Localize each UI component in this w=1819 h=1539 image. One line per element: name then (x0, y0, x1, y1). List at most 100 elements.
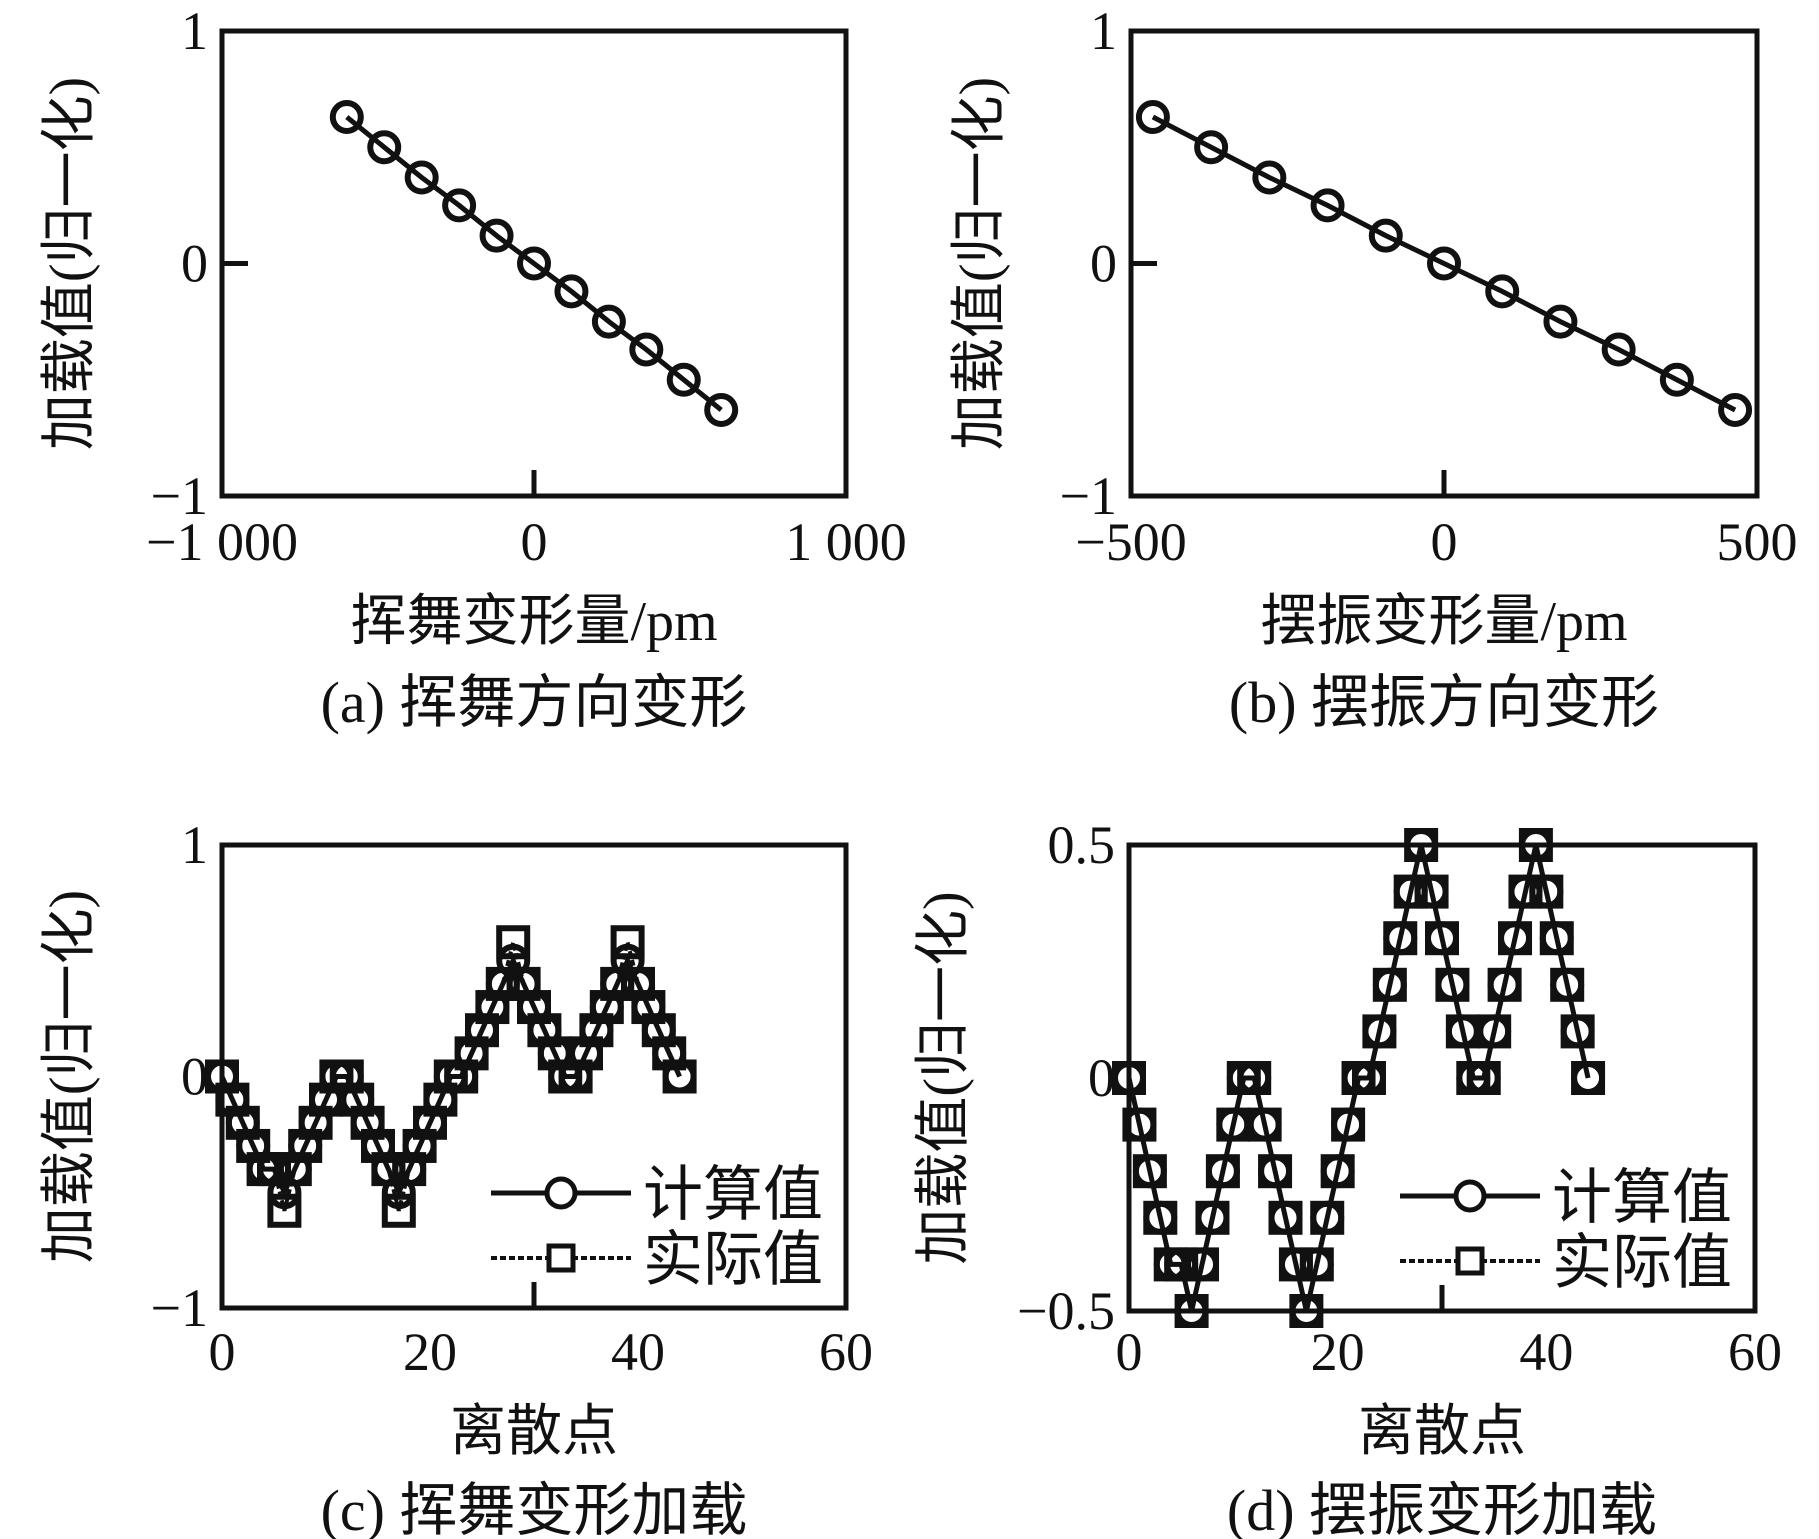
data-point-circle (1425, 921, 1459, 956)
data-point-circle (433, 1059, 468, 1094)
x-tick-label: 0 (1431, 512, 1458, 572)
data-point-circle (1368, 218, 1403, 253)
panel-caption: (c) 挥舞变形加载 (321, 1478, 748, 1539)
data-point-circle (367, 130, 402, 165)
data-point-circle (704, 392, 739, 427)
x-axis-label: 摆振变形量/pm (1260, 591, 1627, 653)
legend-label-actual: 实际值 (643, 1227, 823, 1293)
y-tick-label: 0 (181, 234, 208, 294)
data-point-circle (1153, 1247, 1188, 1282)
y-tick-label: 0 (181, 1047, 208, 1107)
data-point-circle (1132, 1154, 1167, 1189)
data-point-circle (1485, 274, 1520, 309)
y-axis-label: 加载值(归一化) (39, 890, 101, 1263)
data-point-circle (1393, 874, 1428, 909)
legend-marker-square (546, 1243, 576, 1273)
data-point-circle (1362, 1014, 1397, 1049)
y-tick-label: 0 (1090, 234, 1117, 294)
data-point-circle (554, 274, 589, 309)
legend-marker-circle (544, 1176, 578, 1210)
x-tick-label: 500 (1717, 512, 1798, 572)
data-point-circle (1216, 1107, 1251, 1142)
data-point-circle (666, 362, 701, 397)
data-point-circle (1320, 1154, 1355, 1189)
data-point-circle (1194, 130, 1229, 165)
data-point-circle (329, 100, 364, 135)
data-point-circle (1247, 1107, 1282, 1142)
data-point-circle (1456, 1061, 1491, 1095)
x-tick-label: 20 (1311, 1322, 1365, 1382)
data-point-circle (1310, 188, 1345, 223)
data-point-circle (1466, 1061, 1501, 1095)
data-point-circle (479, 218, 514, 253)
data-point-circle (1550, 967, 1585, 1002)
data-point-circle (1135, 100, 1170, 135)
data-point-circle (1427, 246, 1461, 281)
y-tick-label: −1 (151, 466, 208, 526)
x-axis-label: 离散点 (1358, 1401, 1526, 1463)
data-point-circle (1539, 921, 1574, 956)
data-point-circle (517, 246, 551, 281)
x-tick-label: −1 000 (146, 512, 298, 572)
data-point-circle (1299, 1247, 1334, 1282)
data-point-circle (1258, 1154, 1293, 1189)
data-point-circle (1226, 1061, 1261, 1095)
panel-caption: (d) 摆振变形加载 (1227, 1478, 1657, 1539)
data-point-circle (1252, 160, 1287, 195)
legend-label-calculated: 计算值 (643, 1162, 823, 1228)
data-point-circle (1518, 828, 1553, 862)
x-tick-label: −500 (1075, 512, 1186, 572)
data-point-circle (548, 1059, 583, 1094)
data-point-circle (662, 1059, 697, 1094)
series-line (1151, 114, 1737, 413)
series-calculated (1112, 828, 1606, 1328)
y-tick-label: −0.5 (1017, 1281, 1115, 1341)
data-point-circle (404, 160, 439, 195)
y-tick-label: 1 (181, 1, 208, 61)
series-calculated (329, 100, 739, 427)
y-tick-label: 0.5 (1048, 815, 1116, 875)
data-point-circle (1164, 1247, 1199, 1282)
data-point-circle (1122, 1107, 1157, 1142)
data-point-circle (1185, 1247, 1220, 1282)
x-tick-label: 0 (1116, 1322, 1143, 1382)
data-point-circle (1341, 1061, 1376, 1095)
x-tick-label: 60 (1728, 1322, 1782, 1382)
data-point-circle (1404, 828, 1439, 862)
series-calculated (1135, 100, 1753, 427)
x-tick-label: 0 (209, 1322, 236, 1382)
y-tick-label: 1 (181, 815, 208, 875)
data-point-circle (1372, 967, 1407, 1002)
data-point-circle (629, 332, 664, 367)
x-tick-label: 0 (521, 512, 548, 572)
data-point-circle (1351, 1061, 1386, 1095)
data-point-circle (1601, 332, 1636, 367)
data-point-circle (1543, 304, 1578, 339)
data-point-circle (1508, 874, 1543, 909)
x-tick-label: 40 (1519, 1322, 1573, 1382)
data-point-circle (1498, 921, 1533, 956)
legend-label-calculated: 计算值 (1552, 1165, 1732, 1231)
data-point-circle (1268, 1200, 1303, 1235)
x-tick-label: 1 000 (785, 512, 907, 572)
y-axis-label: 加载值(归一化) (913, 891, 975, 1264)
x-tick-label: 60 (819, 1322, 873, 1382)
data-point-circle (1289, 1294, 1324, 1328)
y-tick-label: −1 (1060, 466, 1117, 526)
data-point-circle (1445, 1014, 1480, 1049)
data-point-circle (442, 188, 477, 223)
data-point-circle (1237, 1061, 1272, 1095)
x-tick-label: 40 (611, 1322, 665, 1382)
data-point-circle (1205, 1154, 1240, 1189)
panel-a: 1 0 −1−1 000 0 1 000 挥舞变形量/pm (a) 挥舞方向变形 加载值(归一… (39, 1, 907, 735)
data-point-circle (1718, 392, 1753, 427)
data-point-circle (1143, 1200, 1178, 1235)
data-point-circle (246, 1152, 281, 1187)
x-axis-label: 挥舞变形量/pm (350, 591, 717, 653)
data-point-circle (1659, 362, 1694, 397)
y-tick-label: 1 (1090, 1, 1117, 61)
